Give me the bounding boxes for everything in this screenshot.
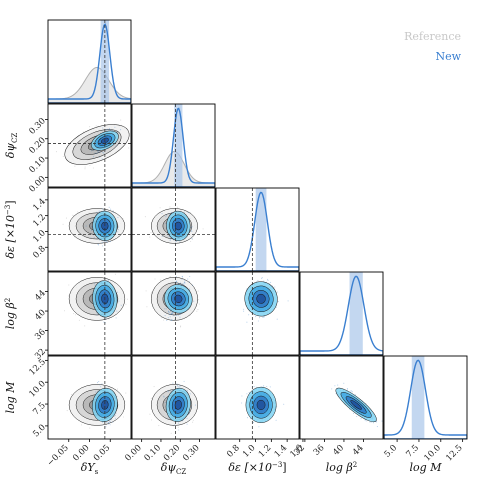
panel-frame-4-2 bbox=[215, 355, 300, 440]
x-tick-label-0-0: −0.05 bbox=[45, 443, 71, 469]
x-tick-label-3-2: 40 bbox=[331, 443, 346, 458]
x-tick-label-4-0: 5.0 bbox=[383, 443, 400, 460]
y-tick-label-3-2: 40 bbox=[33, 308, 48, 323]
y-tick-label-4-3: 12.5 bbox=[27, 357, 47, 377]
panel-1-0: 0.000.100.200.30 δψCZ bbox=[4, 103, 132, 195]
panel-frame-3-3 bbox=[299, 271, 384, 356]
y-tick-label-1-2: 0.20 bbox=[27, 136, 47, 156]
y-axis-label-1: δψCZ bbox=[4, 133, 19, 159]
x-tick-label-1-0: 0.00 bbox=[123, 443, 143, 463]
reference-density-1 bbox=[132, 150, 215, 187]
x-axis-label-4: log M bbox=[410, 461, 443, 474]
y-axis-label-4: log M bbox=[4, 381, 17, 414]
legend: Reference New bbox=[404, 30, 461, 63]
legend-entry-reference: Reference bbox=[404, 30, 461, 43]
new-samples-4-3 bbox=[331, 382, 383, 428]
x-axis-label-2: δε [×10−3] bbox=[228, 461, 286, 474]
panel-2-2 bbox=[215, 187, 300, 272]
x-tick-label-4-3: 12.5 bbox=[444, 443, 464, 463]
legend-entry-new: New bbox=[435, 50, 461, 63]
y-tick-label-2-0: 0.8 bbox=[31, 244, 48, 261]
new-density-2 bbox=[216, 191, 299, 271]
x-tick-label-3-3: 44 bbox=[351, 443, 366, 458]
panel-3-2 bbox=[215, 271, 300, 356]
panel-frame-2-0 bbox=[47, 187, 132, 272]
y-axis-label-2: δε [×10−3] bbox=[4, 200, 17, 258]
y-tick-label-2-3: 1.4 bbox=[31, 197, 48, 214]
x-tick-label-2-0: 0.8 bbox=[225, 443, 242, 460]
new-samples-4-0 bbox=[91, 381, 118, 428]
panel-4-2: 0.8 1.0 1.2 1.4 1.6δε [×10−3] bbox=[215, 355, 305, 474]
new-credible-interval-2 bbox=[255, 188, 267, 271]
y-tick-label-4-2: 10.0 bbox=[27, 379, 47, 399]
panel-3-1 bbox=[131, 271, 216, 356]
y-tick-label-2-1: 1.0 bbox=[31, 228, 48, 245]
y-tick-label-1-0: 0.00 bbox=[27, 174, 47, 194]
x-axis-label-0: δYs bbox=[81, 461, 99, 476]
panel-frame-2-1 bbox=[131, 187, 216, 272]
new-samples-4-1 bbox=[163, 380, 197, 431]
x-tick-label-2-1: 1.0 bbox=[241, 443, 258, 460]
panel-2-1 bbox=[131, 187, 216, 272]
new-samples-3-2 bbox=[243, 276, 289, 323]
new-credible-interval-1 bbox=[174, 104, 183, 187]
panel-2-0: 0.81.01.21.4 δε [×10−3] bbox=[4, 187, 132, 272]
panel-3-3 bbox=[299, 271, 384, 356]
new-density-0 bbox=[48, 23, 131, 103]
panel-frame-0-0 bbox=[47, 19, 132, 104]
y-tick-label-3-3: 44 bbox=[33, 288, 48, 303]
new-density-1 bbox=[132, 107, 215, 187]
x-tick-label-0-2: 0.05 bbox=[92, 443, 112, 463]
panel-frame-1-1 bbox=[131, 103, 216, 188]
x-tick-label-3-1: 36 bbox=[312, 443, 327, 458]
y-tick-label-4-0: 5.0 bbox=[31, 423, 48, 440]
y-tick-label-4-1: 7.5 bbox=[31, 401, 48, 418]
y-tick-label-1-1: 0.10 bbox=[27, 155, 47, 175]
panel-frame-4-1 bbox=[131, 355, 216, 440]
x-tick-label-1-3: 0.30 bbox=[181, 443, 201, 463]
panel-frame-3-1 bbox=[131, 271, 216, 356]
y-tick-label-1-3: 0.30 bbox=[27, 116, 47, 136]
y-tick-label-3-1: 36 bbox=[33, 327, 48, 342]
panel-frame-2-2 bbox=[215, 187, 300, 272]
y-axis-label-3: log β2 bbox=[4, 298, 17, 330]
panel-frame-4-4 bbox=[383, 355, 468, 440]
new-density-3 bbox=[300, 275, 383, 355]
new-credible-interval-4 bbox=[411, 356, 425, 439]
x-axis-label-3: log β2 bbox=[326, 461, 358, 474]
x-tick-label-2-2: 1.2 bbox=[257, 443, 274, 460]
x-axis-label-1: δψCZ bbox=[161, 461, 187, 476]
panel-1-1 bbox=[131, 103, 216, 188]
new-credible-interval-3 bbox=[349, 272, 363, 355]
panel-frame-4-3 bbox=[299, 355, 384, 440]
x-tick-label-4-1: 7.5 bbox=[404, 443, 421, 460]
panel-0-0 bbox=[47, 19, 132, 104]
y-tick-label-2-2: 1.2 bbox=[31, 212, 48, 229]
x-tick-label-2-3: 1.4 bbox=[273, 443, 290, 460]
panel-frame-1-0 bbox=[47, 103, 132, 188]
panel-frame-3-0 bbox=[47, 271, 132, 356]
panel-frame-3-2 bbox=[215, 271, 300, 356]
new-samples-4-2 bbox=[241, 385, 285, 428]
new-density-4 bbox=[384, 359, 467, 439]
